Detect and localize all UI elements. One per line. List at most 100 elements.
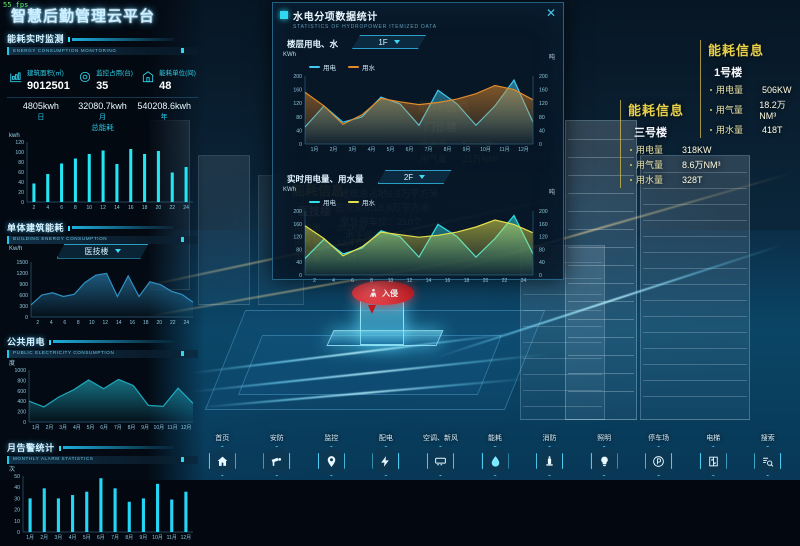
kpi-energy-units[interactable]: 能耗单位(间) 48 bbox=[141, 62, 196, 93]
total-value: 4805kwh bbox=[22, 100, 59, 111]
kpi-building-area[interactable]: 建筑面积(㎡) 9012501 bbox=[9, 62, 70, 93]
svg-text:2月: 2月 bbox=[40, 535, 48, 541]
svg-text:20: 20 bbox=[156, 320, 162, 326]
nav-button[interactable] bbox=[481, 446, 509, 476]
info-card-title: 能耗信息 bbox=[708, 43, 765, 58]
floor-select-dropdown-2[interactable]: 2F bbox=[378, 170, 452, 184]
svg-text:5月: 5月 bbox=[83, 535, 91, 541]
legend-item-water[interactable]: 用水 bbox=[348, 197, 375, 207]
svg-text:7月: 7月 bbox=[111, 535, 119, 541]
total-unit: 月 bbox=[99, 113, 106, 121]
nav-item-elevator[interactable]: 电梯 bbox=[686, 433, 741, 476]
svg-text:14: 14 bbox=[114, 205, 120, 211]
nav-item-security[interactable]: 安防 bbox=[250, 433, 305, 476]
panel-header: 能耗实时监测 bbox=[7, 32, 198, 45]
panel-building-energy: 单体建筑能耗 BUILDING ENERGY CONSUMPTION Kw/h … bbox=[7, 221, 198, 331]
nav-label: 监控 bbox=[324, 435, 339, 442]
nav-item-search[interactable]: 搜索 bbox=[740, 433, 795, 476]
modal-chart1-unit-left: KWh bbox=[283, 52, 297, 58]
svg-text:0: 0 bbox=[539, 273, 542, 279]
nav-item-hvac[interactable]: 空调、新风 bbox=[413, 433, 468, 476]
nav-item-energy[interactable]: 能耗 bbox=[468, 433, 523, 476]
svg-text:24: 24 bbox=[183, 205, 189, 211]
chart-unit-label: 次 bbox=[9, 466, 16, 473]
nav-button[interactable] bbox=[317, 446, 345, 476]
legend-item-power[interactable]: 用电 bbox=[309, 62, 336, 72]
svg-text:22: 22 bbox=[169, 205, 175, 211]
bar bbox=[170, 172, 174, 202]
chart-floor-water-power[interactable]: 0 40 80 120 160 200 1月 2月 3月 4月 5月 6月 7月 8月 9月 10月 11月 12… bbox=[273, 72, 565, 162]
kpi-camera-count[interactable]: 监控占用(台) 35 bbox=[78, 62, 133, 93]
hydropower-stats-modal[interactable]: 水电分项数据统计 STATISTICS OF HYDROPOWER ITEMIZ… bbox=[272, 2, 565, 284]
panel-subtitle-bar: MONTHLY ALARM STATISTICS bbox=[7, 455, 198, 464]
chart-unit-label: Kw/h bbox=[9, 245, 23, 252]
building-block[interactable] bbox=[198, 155, 250, 305]
home-icon bbox=[141, 70, 155, 84]
svg-text:100: 100 bbox=[15, 150, 24, 156]
bar bbox=[32, 183, 36, 202]
nav-button[interactable] bbox=[372, 446, 400, 476]
floor-select-dropdown-1[interactable]: 1F bbox=[352, 35, 426, 49]
info-card-row: 用水量 418T bbox=[710, 123, 800, 136]
nav-item-fire[interactable]: 消防 bbox=[522, 433, 577, 476]
info-row-value: 8.6万NM³ bbox=[682, 160, 721, 170]
svg-text:10: 10 bbox=[388, 278, 394, 284]
bottom-nav-bar: 首页 安防 监控 配电 空调、新风 能耗 消防 照明 bbox=[195, 418, 795, 476]
nav-item-power-distribution[interactable]: 配电 bbox=[359, 433, 414, 476]
svg-text:7月: 7月 bbox=[425, 147, 433, 153]
nav-item-parking[interactable]: 停车场 bbox=[631, 433, 686, 476]
panel-accent-bar bbox=[68, 36, 198, 42]
nav-button[interactable] bbox=[536, 446, 564, 476]
svg-text:0: 0 bbox=[25, 315, 28, 321]
bar bbox=[170, 499, 174, 532]
map-marker-intrusion[interactable]: 入侵 bbox=[352, 281, 414, 314]
panel-title: 月告警统计 bbox=[7, 442, 55, 453]
dropdown-frame bbox=[378, 170, 452, 184]
nav-button[interactable] bbox=[754, 446, 782, 476]
svg-text:8月: 8月 bbox=[125, 535, 133, 541]
svg-text:0: 0 bbox=[299, 142, 302, 148]
info-row-label: 用电量 bbox=[716, 85, 744, 95]
wireframe-tower-east[interactable] bbox=[640, 155, 750, 420]
chart-monthly-alarm-bar[interactable]: 0 10 20 30 40 50 1月 2月 3月 4月 5月 6月 7月 8月 9月 10月 11月 12月 bbox=[7, 473, 198, 546]
legend-item-power[interactable]: 用电 bbox=[309, 197, 336, 207]
svg-text:120: 120 bbox=[293, 101, 302, 107]
nav-button[interactable] bbox=[263, 446, 291, 476]
svg-text:200: 200 bbox=[17, 409, 26, 415]
chart-public-electricity-area[interactable]: 0 200 400 600 800 1000 1月 2月 3月 4月 5月 6月 7月 8月 9月 10月 11… bbox=[7, 367, 198, 437]
kpi-label: 监控占用(台) bbox=[96, 70, 133, 77]
svg-text:12月: 12月 bbox=[518, 147, 529, 153]
svg-text:80: 80 bbox=[539, 247, 545, 253]
svg-text:6: 6 bbox=[351, 278, 354, 284]
info-card-title: 能耗信息 bbox=[628, 103, 685, 118]
area-fill bbox=[305, 85, 533, 144]
svg-text:0: 0 bbox=[299, 273, 302, 279]
svg-text:9月: 9月 bbox=[463, 147, 471, 153]
svg-text:22: 22 bbox=[502, 278, 508, 284]
nav-item-home[interactable]: 首页 bbox=[195, 433, 250, 476]
total-value: 32080.7kwh bbox=[78, 100, 127, 111]
drop-icon bbox=[491, 455, 499, 467]
nav-button[interactable] bbox=[699, 446, 727, 476]
nav-button[interactable] bbox=[426, 446, 454, 476]
wireframe-tower-main[interactable] bbox=[565, 120, 637, 420]
svg-text:3月: 3月 bbox=[55, 535, 63, 541]
svg-text:8月: 8月 bbox=[444, 147, 452, 153]
nav-button[interactable] bbox=[208, 446, 236, 476]
nav-item-lighting[interactable]: 照明 bbox=[577, 433, 632, 476]
svg-text:10月: 10月 bbox=[480, 147, 491, 153]
svg-text:20: 20 bbox=[156, 205, 162, 211]
area-fill bbox=[31, 273, 193, 317]
close-icon[interactable]: ✕ bbox=[545, 6, 556, 20]
nav-button[interactable] bbox=[645, 446, 673, 476]
svg-text:8: 8 bbox=[77, 320, 80, 326]
building-select-dropdown[interactable]: 医技楼 bbox=[57, 244, 149, 259]
svg-text:10: 10 bbox=[86, 205, 92, 211]
nav-button[interactable] bbox=[590, 446, 618, 476]
svg-text:20: 20 bbox=[483, 278, 489, 284]
nav-item-monitoring[interactable]: 监控 bbox=[304, 433, 359, 476]
legend-item-water[interactable]: 用水 bbox=[348, 62, 375, 72]
